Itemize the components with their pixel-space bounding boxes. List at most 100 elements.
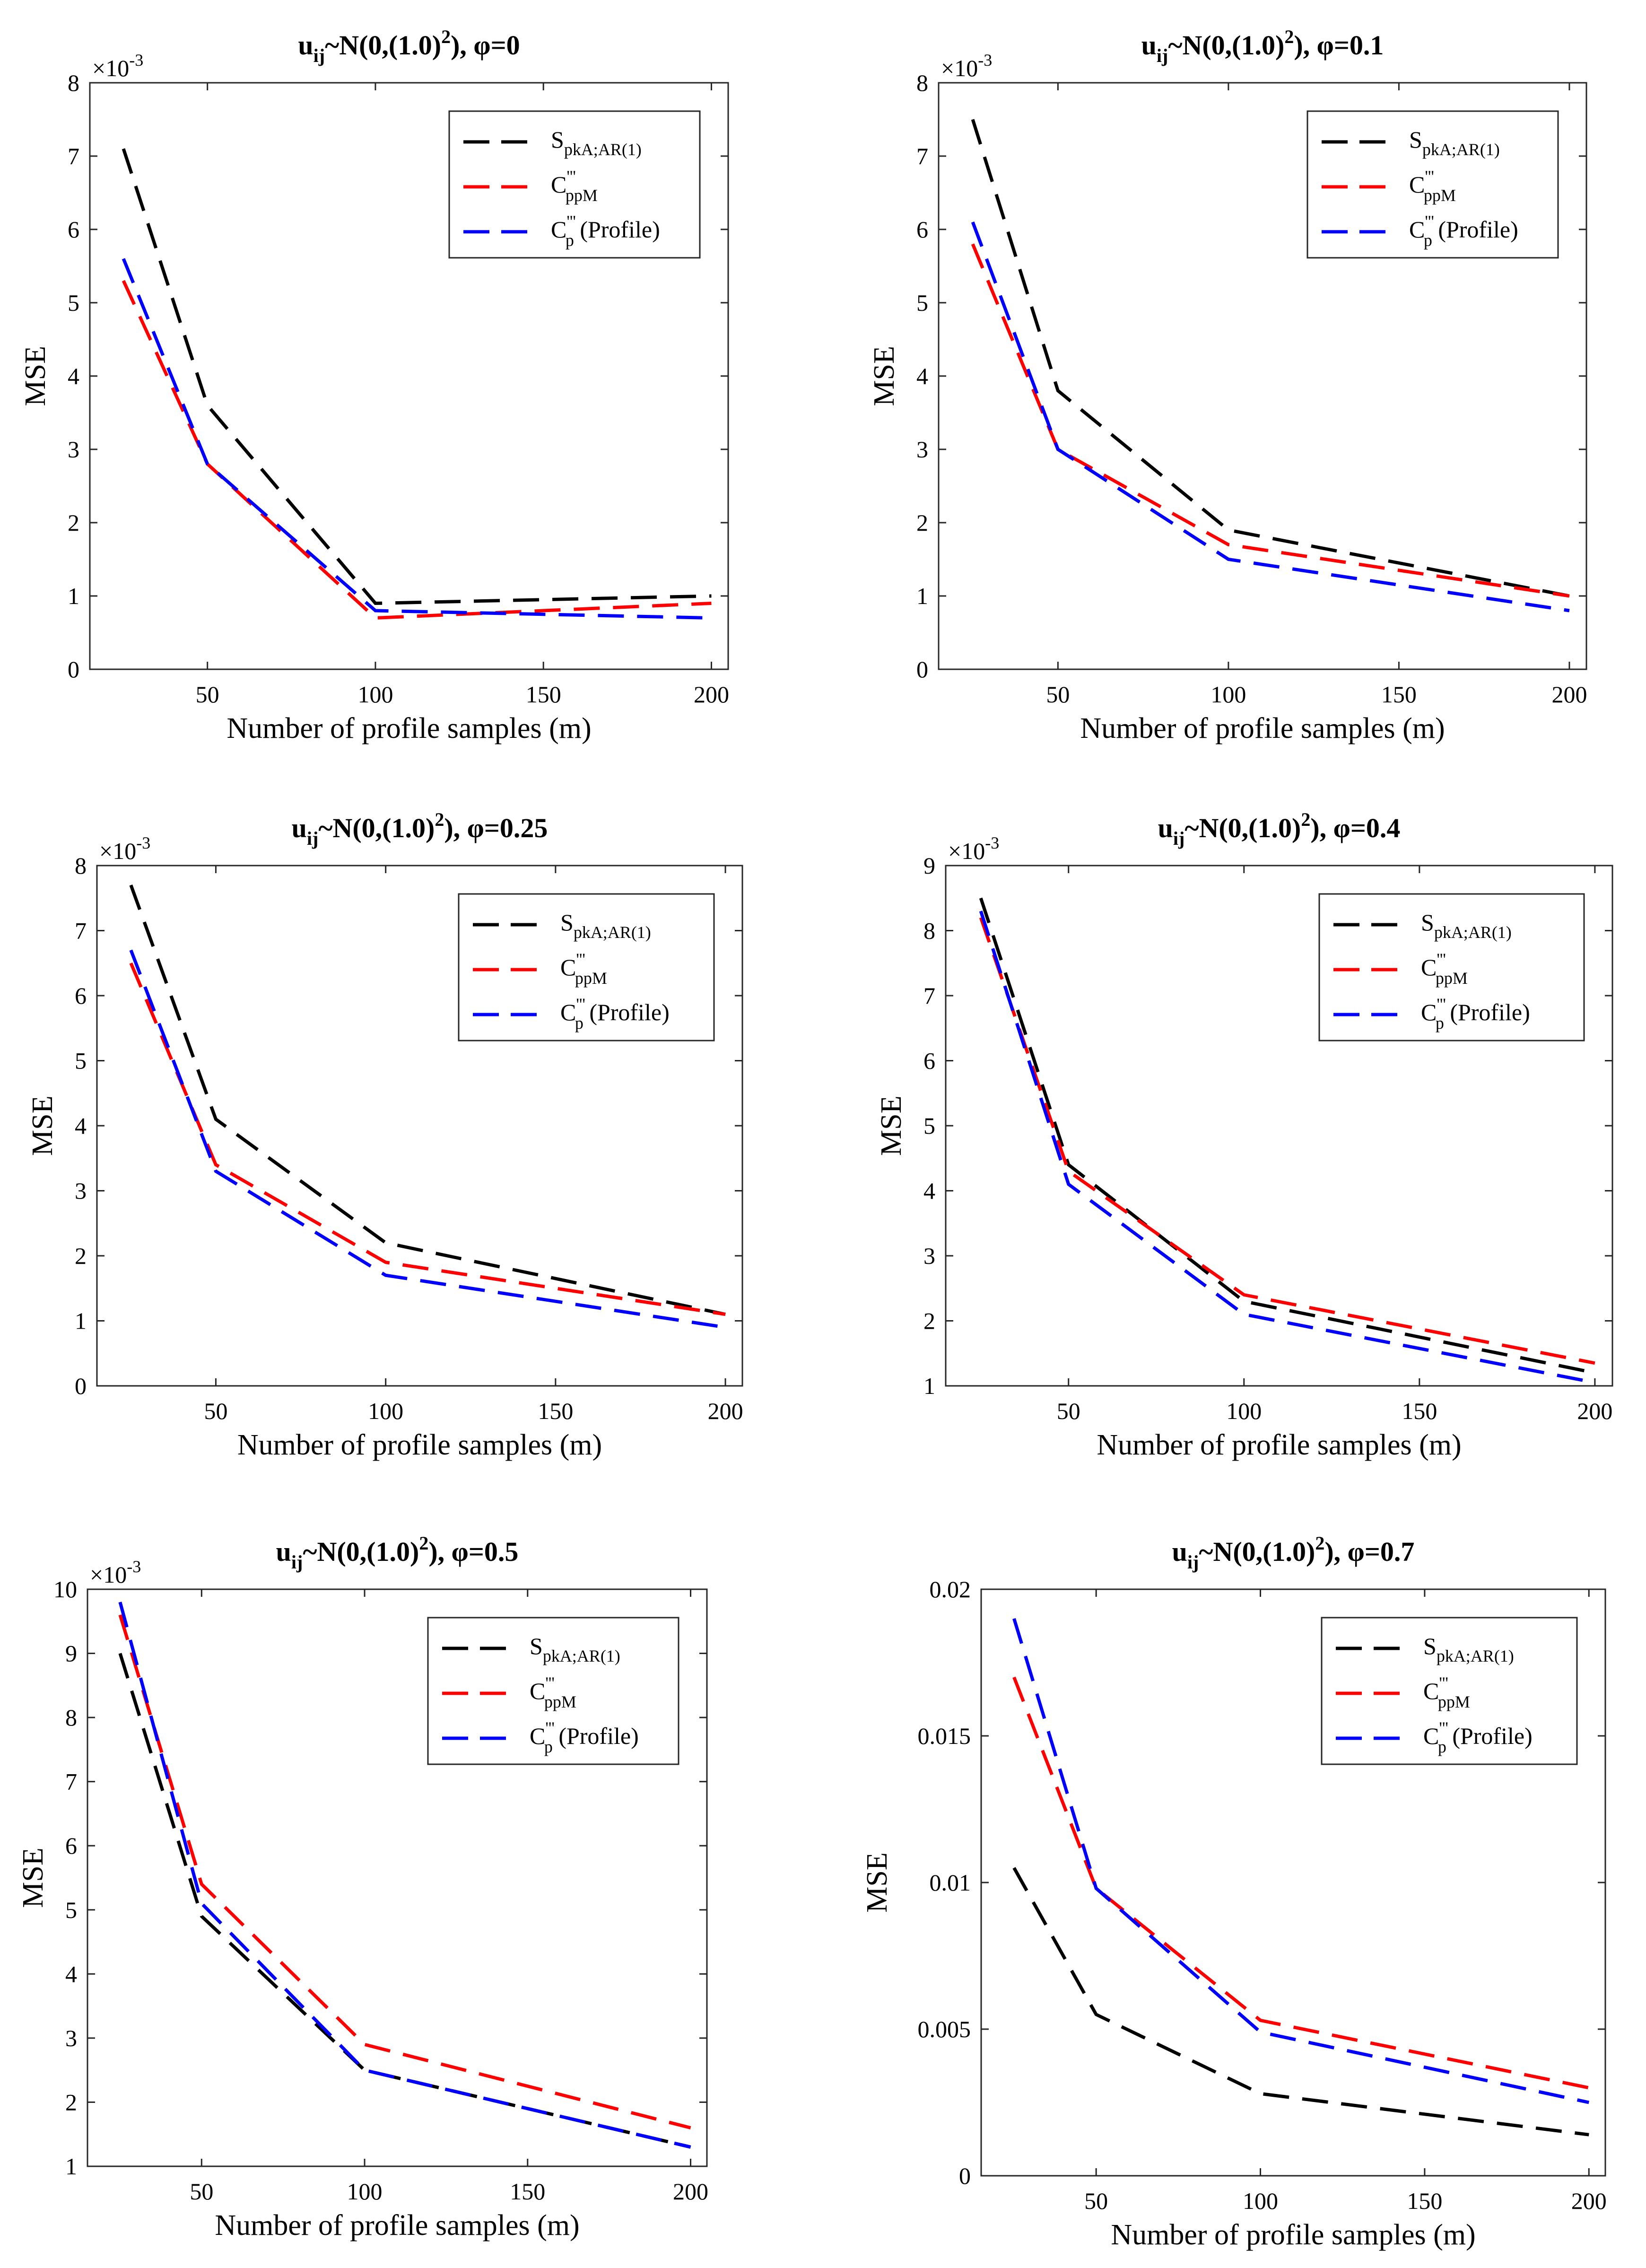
x-tick-label: 100 [1211, 681, 1246, 708]
legend-box [448, 110, 701, 259]
y-tick-label: 4 [75, 1112, 87, 1139]
y-tick-label: 7 [65, 1769, 77, 1795]
legend-label-cp: C''' p (Profile) [530, 1718, 639, 1756]
legend-label-cppm: C''' ppM [1423, 1673, 1470, 1711]
legend-label-cp: C''' p (Profile) [560, 995, 670, 1033]
chart-panel-4: 50 100 150 200 1 2 3 4 5 6 7 8 9 ×10-3 uij~N(0,(1.0)2)… [875, 809, 1613, 1461]
series-line-cp [979, 911, 1595, 1384]
legend-label-s: SpkA;AR(1) [1421, 909, 1512, 942]
x-tick-label: 50 [204, 1398, 227, 1424]
chart-panel-1: 50 100 150 200 0 1 2 3 4 5 6 7 8 ×10-3 uij~N(0,(1.0)2)… [19, 26, 729, 744]
x-tick-label: 100 [357, 681, 393, 708]
y-multiplier: ×10-3 [948, 833, 999, 864]
series-line-cppm [971, 243, 1570, 598]
y-tick-label: 3 [65, 2025, 77, 2051]
axes-box [87, 1588, 708, 2167]
series-line-s [129, 884, 726, 1316]
y-tick-label: 8 [923, 918, 935, 944]
legend-box [427, 1617, 679, 1765]
y-tick-label: 2 [923, 1308, 935, 1334]
legend: SpkA;AR(1) C''' ppM C''' p (Profile) [427, 1617, 679, 1765]
legend-label-cp: C''' p (Profile) [1423, 1718, 1533, 1756]
x-tick-label: 200 [673, 2178, 708, 2205]
y-tick-label: 2 [75, 1243, 87, 1269]
y-tick-label: 6 [65, 1832, 77, 1859]
y-tick-label: 3 [68, 436, 79, 463]
y-tick-label: 1 [923, 1373, 935, 1399]
legend: SpkA;AR(1) C''' ppM C''' p (Profile) [1321, 1617, 1578, 1765]
legend-label-cppm: C''' ppM [1409, 167, 1456, 205]
y-tick-label: 4 [916, 363, 928, 389]
legend: SpkA;AR(1) C''' ppM C''' p (Profile) [1306, 110, 1559, 259]
x-tick-label: 100 [1226, 1398, 1262, 1424]
x-tick-label: 100 [1243, 2188, 1278, 2214]
x-tick-label: 150 [1381, 681, 1417, 708]
series-line-cp [122, 258, 712, 620]
series-line-s [971, 119, 1570, 598]
legend-box [1318, 893, 1585, 1042]
x-tick-label: 50 [196, 681, 219, 708]
y-tick-label: 0.015 [918, 1723, 971, 1749]
x-tick-label: 150 [538, 1398, 573, 1424]
x-tick-label: 200 [708, 1398, 743, 1424]
y-tick-label: 8 [68, 70, 79, 96]
y-tick-label: 0 [68, 656, 79, 683]
series-line-cp [129, 949, 726, 1329]
chart-title: uij~N(0,(1.0)2), φ=0.4 [1158, 809, 1401, 849]
legend-label-s: SpkA;AR(1) [1423, 1633, 1514, 1665]
legend: SpkA;AR(1) C''' ppM C''' p (Profile) [1318, 893, 1585, 1042]
y-tick-label: 8 [65, 1704, 77, 1731]
x-tick-label: 200 [1577, 1398, 1612, 1424]
series-line-cp [971, 221, 1570, 613]
chart-title: uij~N(0,(1.0)2), φ=0.7 [1172, 1532, 1415, 1573]
y-tick-label: 1 [65, 2153, 77, 2180]
x-tick-label: 150 [526, 681, 561, 708]
y-axis-label: MSE [26, 1095, 59, 1156]
x-tick-label: 200 [1571, 2188, 1607, 2214]
y-multiplier: ×10-3 [92, 51, 143, 81]
legend-label-s: SpkA;AR(1) [560, 909, 651, 942]
legend-box [458, 893, 715, 1042]
x-axis-label: Number of profile samples (m) [1080, 712, 1445, 744]
series-line-cp [118, 1602, 691, 2149]
legend-label-cppm: C''' ppM [551, 167, 598, 205]
y-multiplier: ×10-3 [90, 1557, 141, 1588]
chart-title: uij~N(0,(1.0)2), φ=0.1 [1141, 26, 1384, 66]
chart-panel-2: 50 100 150 200 0 1 2 3 4 5 6 7 8 ×10-3 uij~N(0,(1.0)2)… [868, 26, 1587, 744]
x-tick-label: 100 [368, 1398, 403, 1424]
legend-label-s: SpkA;AR(1) [530, 1633, 620, 1665]
y-axis-label: MSE [861, 1852, 893, 1912]
legend-label-cp: C''' p (Profile) [1421, 995, 1530, 1033]
y-tick-label: 6 [68, 216, 79, 243]
y-tick-label: 10 [53, 1576, 77, 1602]
y-tick-label: 4 [65, 1961, 77, 1987]
x-tick-label: 150 [1407, 2188, 1442, 2214]
y-tick-label: 1 [68, 583, 79, 609]
y-tick-label: 7 [916, 143, 928, 169]
series-line-s [122, 148, 712, 605]
y-tick-label: 5 [916, 289, 928, 316]
x-axis-label: Number of profile samples (m) [1111, 2219, 1475, 2251]
y-tick-label: 0.02 [930, 1576, 971, 1602]
y-tick-label: 8 [916, 70, 928, 96]
y-tick-label: 0 [959, 2163, 971, 2189]
y-tick-label: 2 [916, 509, 928, 536]
y-tick-label: 0.01 [930, 1869, 971, 1896]
y-tick-label: 7 [68, 143, 79, 169]
y-tick-label: 0 [75, 1373, 87, 1399]
x-tick-label: 200 [694, 681, 729, 708]
chart-panel-5: 50 100 150 200 1 2 3 4 5 6 7 8 9 10 ×10-3 uij~N(0,(1.0)… [17, 1532, 708, 2242]
y-tick-label: 1 [916, 583, 928, 609]
y-tick-label: 3 [916, 436, 928, 463]
x-tick-label: 100 [347, 2178, 383, 2205]
y-tick-label: 3 [75, 1178, 87, 1204]
legend-box [1321, 1617, 1578, 1765]
series-line-cppm [118, 1614, 691, 2130]
y-tick-label: 4 [923, 1178, 935, 1204]
y-axis-label: MSE [17, 1848, 49, 1908]
y-axis-label: MSE [868, 346, 900, 406]
legend-label-s: SpkA;AR(1) [551, 126, 642, 159]
series-line-cppm [129, 962, 726, 1316]
y-tick-label: 7 [75, 918, 87, 944]
y-tick-label: 0.005 [918, 2016, 971, 2042]
